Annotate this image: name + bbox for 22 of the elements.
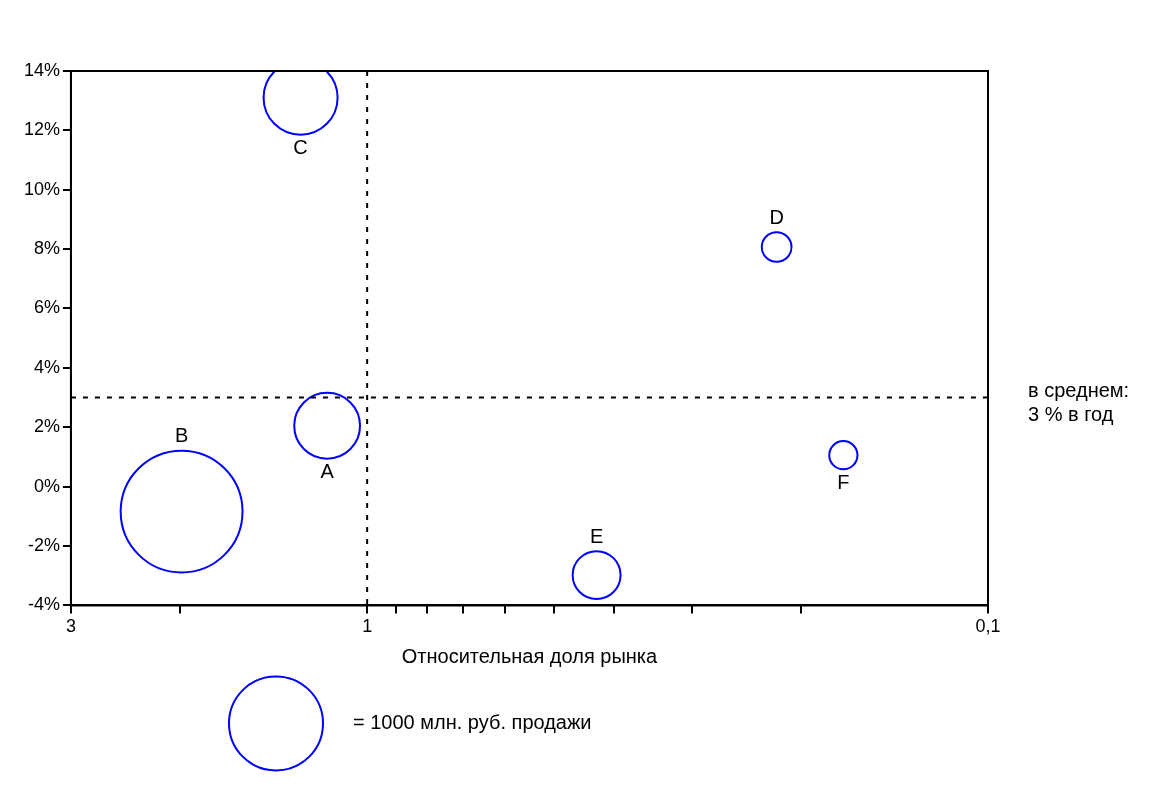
y-tick-label: 14% bbox=[23, 59, 60, 80]
x-tick-label: 0,1 bbox=[975, 616, 1001, 637]
series-label: B bbox=[174, 424, 189, 447]
x-tick-label: 1 bbox=[362, 616, 373, 637]
series-label: A bbox=[320, 460, 335, 483]
series-label: E bbox=[589, 524, 604, 547]
y-tick-label: -4% bbox=[27, 594, 60, 615]
series-label: F bbox=[837, 470, 850, 493]
x-axis-title: Относительная доля рынка bbox=[401, 644, 659, 667]
series-label: C bbox=[293, 136, 308, 159]
y-tick-label: 6% bbox=[33, 297, 60, 318]
y-tick-label: 4% bbox=[33, 356, 60, 377]
y-tick-label: -2% bbox=[27, 534, 60, 555]
series-label: D bbox=[769, 205, 784, 228]
legend-label: = 1000 млн. руб. продажи bbox=[353, 710, 592, 733]
y-tick-label: 10% bbox=[23, 178, 60, 199]
x-tick-label: 3 bbox=[65, 616, 76, 637]
y-tick-label: 8% bbox=[33, 238, 60, 259]
y-tick-label: 0% bbox=[33, 475, 60, 496]
y-tick-label: 12% bbox=[23, 119, 60, 140]
y-tick-label: 2% bbox=[33, 416, 60, 437]
ref-line-label: в среднем: 3 % в год bbox=[1028, 379, 1130, 426]
